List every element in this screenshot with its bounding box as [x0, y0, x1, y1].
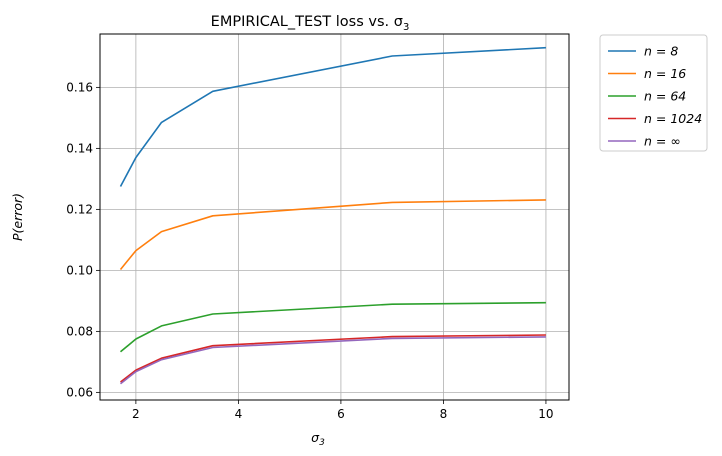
- y-tick-label: 0.06: [66, 385, 93, 399]
- y-tick-label: 0.12: [66, 202, 93, 216]
- series-lines: [119, 46, 546, 385]
- series-line-3: [120, 334, 546, 383]
- x-tick-label: 4: [235, 407, 243, 421]
- y-axis-label: P(error): [10, 193, 25, 241]
- plot-frame: [99, 33, 570, 401]
- legend: n = 8 n = 16 n = 64 n = 1024 n = ∞: [599, 34, 708, 152]
- legend-label: n = 16: [644, 66, 686, 81]
- chart-title: EMPIRICAL_TEST loss vs. σ3: [211, 14, 410, 33]
- y-tick-label: 0.10: [66, 263, 93, 277]
- x-tick-label: 10: [538, 407, 553, 421]
- legend-label: n = 1024: [644, 111, 702, 126]
- x-axis-ticks: 2 4 6 8 10: [132, 400, 554, 421]
- y-tick-label: 0.14: [66, 141, 93, 155]
- series-line-2: [119, 301, 546, 353]
- x-axis-label: σ3: [311, 430, 325, 448]
- series-line-1: [119, 199, 546, 271]
- series-line-4: [120, 336, 546, 385]
- legend-label: n = 8: [644, 44, 678, 59]
- legend-label: n = 64: [644, 89, 686, 104]
- legend-label: n = ∞: [644, 134, 681, 149]
- x-tick-label: 2: [132, 407, 140, 421]
- legend-box: [599, 34, 708, 152]
- y-tick-label: 0.16: [66, 80, 93, 94]
- series-line-0: [119, 46, 546, 187]
- x-tick-label: 6: [337, 407, 345, 421]
- grid: [100, 34, 569, 400]
- x-tick-label: 8: [440, 407, 448, 421]
- y-axis-ticks: 0.06 0.08 0.10 0.12 0.14 0.16: [66, 80, 100, 399]
- y-tick-label: 0.08: [66, 324, 93, 338]
